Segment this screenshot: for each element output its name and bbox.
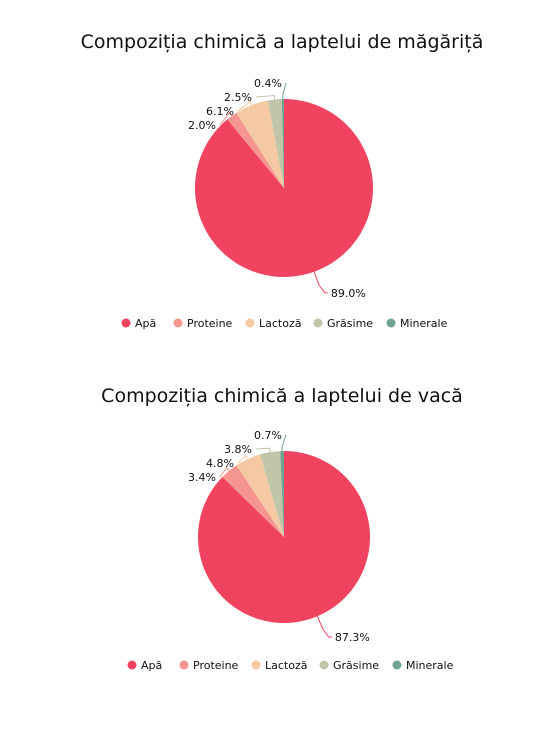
leader-line-apa	[316, 616, 332, 638]
pie-donkey-milk: 89.0% 2.0%6.1%2.5%0.4%	[188, 77, 373, 300]
legend-donkey-milk: Apă Proteine Lactoză Grăsime Minerale	[121, 317, 448, 330]
chart-title: Compoziția chimică a laptelui de vacă	[101, 385, 463, 407]
data-label-grasime: 3.8%	[224, 443, 252, 456]
legend-item-apa: Apă	[121, 317, 156, 330]
data-label-apa: 87.3%	[335, 631, 370, 644]
leader-line-proteine	[219, 466, 230, 478]
legend-marker-lactoza	[251, 660, 261, 670]
data-label-proteine: 3.4%	[188, 471, 216, 484]
legend-label-minerale: Minerale	[406, 659, 454, 672]
data-label-minerale: 0.7%	[254, 429, 282, 442]
pie-cow-milk: 87.3% 3.4%4.8%3.8%0.7%	[188, 429, 370, 644]
data-label-proteine: 2.0%	[188, 119, 216, 132]
legend-label-apa: Apă	[135, 317, 156, 330]
legend-item-proteine: Proteine	[173, 317, 233, 330]
legend-item-lactoza: Lactoză	[251, 659, 307, 672]
leader-line-lactoza	[237, 100, 252, 112]
pie-slice-grasime	[267, 99, 284, 188]
legend-item-minerale: Minerale	[386, 317, 448, 330]
legend-label-grasime: Grăsime	[327, 317, 373, 330]
legend-marker-minerale	[386, 318, 396, 328]
legend-label-lactoza: Lactoză	[259, 317, 301, 330]
leader-line-grasime	[255, 447, 271, 453]
legend-label-proteine: Proteine	[193, 659, 239, 672]
legend-marker-proteine	[173, 318, 183, 328]
legend-item-proteine: Proteine	[179, 659, 239, 672]
legend-cow-milk: Apă Proteine Lactoză Grăsime Minerale	[127, 659, 454, 672]
leader-line-proteine	[219, 111, 233, 126]
leader-line-minerale	[281, 434, 287, 452]
legend-marker-grasime	[313, 318, 323, 328]
chart-donkey-milk: Compoziția chimică a laptelui de măgăriț…	[81, 31, 484, 330]
legend-item-grasime: Grăsime	[319, 659, 379, 672]
legend-item-apa: Apă	[127, 659, 162, 672]
leader-line-lactoza	[237, 454, 249, 464]
leader-line-minerale	[282, 82, 287, 100]
pie-slice-lactoza	[236, 100, 284, 188]
legend-label-apa: Apă	[141, 659, 162, 672]
pie-slice-minerale	[280, 451, 284, 537]
legend-marker-apa	[127, 660, 137, 670]
pie-slice-minerale	[281, 99, 284, 188]
legend-marker-proteine	[179, 660, 189, 670]
leader-line-apa	[313, 271, 328, 294]
data-label-grasime: 2.5%	[224, 91, 252, 104]
pie-slice-proteine	[227, 112, 284, 188]
leader-line-grasime	[255, 94, 276, 100]
legend-item-grasime: Grăsime	[313, 317, 373, 330]
legend-item-minerale: Minerale	[392, 659, 454, 672]
legend-marker-apa	[121, 318, 131, 328]
legend-label-grasime: Grăsime	[333, 659, 379, 672]
data-label-lactoza: 4.8%	[206, 457, 234, 470]
data-label-apa: 89.0%	[331, 287, 366, 300]
data-label-lactoza: 6.1%	[206, 105, 234, 118]
chart-cow-milk: Compoziția chimică a laptelui de vacă 87…	[101, 385, 463, 672]
legend-label-proteine: Proteine	[187, 317, 233, 330]
legend-label-minerale: Minerale	[400, 317, 448, 330]
legend-marker-grasime	[319, 660, 329, 670]
legend-marker-minerale	[392, 660, 402, 670]
pie-slice-lactoza	[236, 454, 284, 537]
pie-slice-grasime	[260, 451, 284, 537]
pie-slice-proteine	[222, 465, 284, 537]
legend-item-lactoza: Lactoză	[245, 317, 301, 330]
data-label-minerale: 0.4%	[254, 77, 282, 90]
chart-title: Compoziția chimică a laptelui de măgăriț…	[81, 31, 484, 53]
legend-label-lactoza: Lactoză	[265, 659, 307, 672]
legend-marker-lactoza	[245, 318, 255, 328]
